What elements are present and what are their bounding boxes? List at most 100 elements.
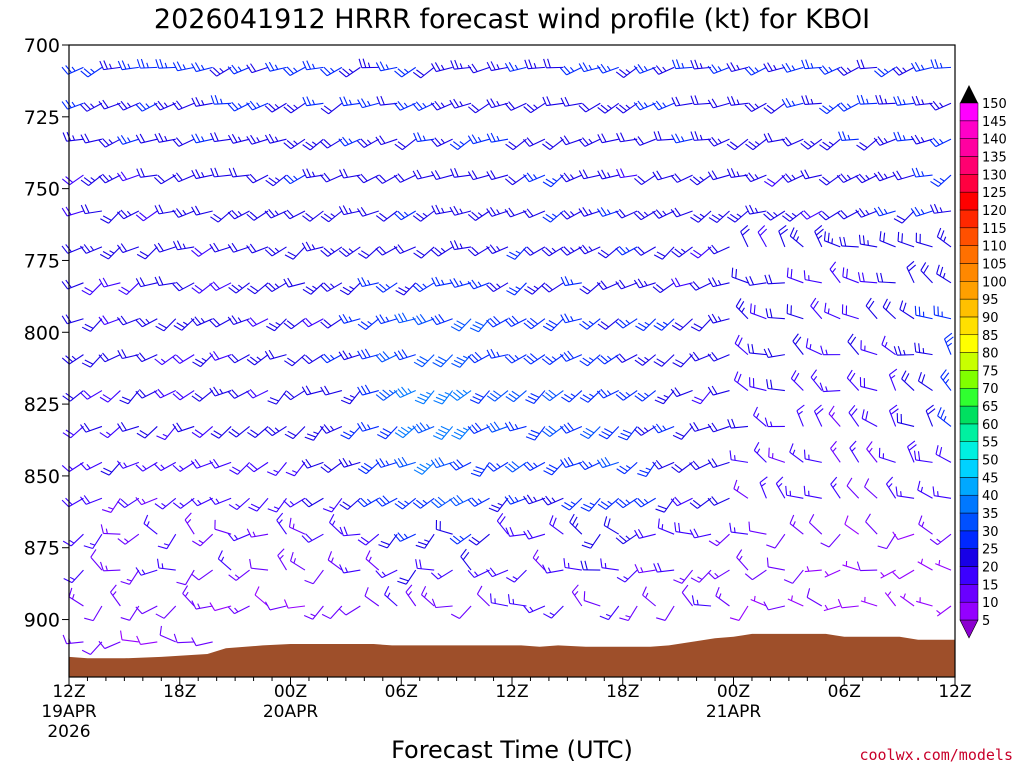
- wind-barb-half-flag: [146, 62, 149, 68]
- wind-barb-flag: [929, 538, 938, 546]
- wind-barb-half-flag: [312, 99, 316, 105]
- colorbar-cell: [959, 370, 979, 389]
- wind-barb-flag: [615, 210, 623, 219]
- wind-barb-flag: [932, 100, 940, 109]
- wind-barb-flag: [799, 212, 808, 220]
- wind-barb-flag: [323, 213, 333, 220]
- wind-barb-flag: [527, 396, 537, 401]
- wind-barb-flag: [61, 101, 68, 110]
- wind-barb-flag: [615, 537, 624, 545]
- wind-barb-flag: [430, 572, 439, 580]
- wind-barb-flag: [637, 278, 644, 287]
- wind-barb-flag: [897, 95, 902, 106]
- wind-barb-shaft: [645, 462, 657, 477]
- wind-barb-shaft: [843, 210, 859, 220]
- wind-barb-flag: [690, 216, 699, 223]
- wind-barb-flag: [380, 95, 385, 105]
- wind-barb-half-flag: [477, 498, 483, 503]
- wind-barb-shaft: [509, 533, 527, 537]
- wind-barb: [136, 167, 158, 178]
- wind-barb-flag: [375, 215, 385, 222]
- wind-barb: [172, 100, 195, 111]
- wind-barb-flag: [745, 143, 754, 151]
- wind-barb-flag: [582, 207, 589, 216]
- wind-barb-flag: [61, 66, 69, 75]
- wind-barb-flag: [542, 216, 551, 223]
- wind-barb-flag: [84, 133, 90, 143]
- wind-barb: [135, 210, 158, 222]
- wind-barb-flag: [430, 171, 437, 180]
- wind-barb-flag: [737, 373, 742, 383]
- wind-barb-flag: [140, 167, 145, 178]
- wind-barb: [672, 426, 694, 440]
- wind-barb: [264, 425, 287, 437]
- wind-barb-flag: [393, 389, 401, 398]
- wind-barb-flag: [509, 526, 515, 537]
- wind-barb: [338, 205, 361, 216]
- wind-barb-flag: [652, 66, 660, 75]
- wind-barb-flag: [453, 278, 460, 287]
- wind-barb-half-flag: [515, 286, 521, 290]
- wind-barb-flag: [175, 391, 184, 399]
- wind-barb-flag: [914, 61, 921, 71]
- wind-barb: [580, 497, 601, 512]
- wind-barb-flag: [505, 396, 514, 403]
- wind-barb-flag: [283, 211, 291, 220]
- wind-barb-shaft: [122, 425, 139, 432]
- wind-barb-flag: [320, 215, 330, 223]
- wind-barb-flag: [753, 441, 760, 451]
- wind-barb: [283, 277, 306, 288]
- wind-barb-flag: [618, 498, 627, 506]
- wind-barb-shaft: [712, 390, 730, 396]
- wind-barb-shaft: [436, 66, 453, 73]
- wind-barb-shaft: [571, 591, 583, 607]
- wind-barb-flag: [340, 399, 351, 405]
- wind-barb-flag: [302, 168, 308, 178]
- wind-barb: [247, 426, 269, 439]
- wind-barb-flag: [618, 319, 627, 327]
- wind-barb-flag: [327, 551, 333, 561]
- wind-barb-flag: [911, 62, 917, 72]
- wind-barb-flag: [726, 96, 732, 106]
- wind-barb: [156, 426, 177, 441]
- wind-barb-shaft: [529, 210, 546, 219]
- wind-barb-flag: [184, 512, 192, 521]
- wind-barb-shaft: [731, 531, 749, 535]
- wind-barb-flag: [523, 248, 531, 256]
- wind-barb-shaft: [918, 380, 933, 392]
- wind-barb-half-flag: [274, 136, 279, 142]
- wind-barb-flag: [744, 67, 752, 76]
- wind-barb: [393, 386, 416, 398]
- wind-barb-shaft: [734, 210, 749, 223]
- wind-barb-flag: [430, 139, 438, 147]
- wind-barb-flag: [158, 132, 164, 142]
- wind-barb: [357, 384, 379, 396]
- wind-barb-shaft: [402, 138, 417, 151]
- wind-barb-flag: [357, 350, 363, 360]
- wind-barb-half-flag: [496, 246, 501, 251]
- wind-barb-half-flag: [680, 136, 685, 142]
- wind-barb-half-flag: [292, 523, 295, 529]
- wind-barb-flag: [301, 356, 310, 365]
- wind-barb: [496, 513, 509, 535]
- wind-barb: [375, 389, 398, 401]
- wind-barb-shaft: [549, 354, 564, 366]
- wind-barb: [933, 305, 952, 320]
- wind-barb-flag: [269, 397, 279, 402]
- wind-barb: [882, 298, 896, 320]
- wind-barb-half-flag: [126, 102, 132, 108]
- wind-barb-flag: [231, 428, 240, 436]
- wind-barb-flag: [596, 208, 604, 217]
- wind-barb-flag: [694, 59, 699, 69]
- wind-barb: [707, 385, 730, 396]
- wind-barb-shaft: [602, 66, 619, 74]
- wind-barb-flag: [783, 579, 793, 584]
- wind-barb-half-flag: [220, 556, 225, 562]
- wind-barb-flag: [431, 63, 437, 72]
- wind-barb-half-flag: [846, 103, 852, 108]
- wind-barb-flag: [450, 60, 455, 70]
- wind-barb-shaft: [792, 340, 804, 355]
- wind-barb: [393, 532, 416, 542]
- wind-barb: [765, 308, 785, 320]
- wind-barb-shaft: [509, 66, 527, 72]
